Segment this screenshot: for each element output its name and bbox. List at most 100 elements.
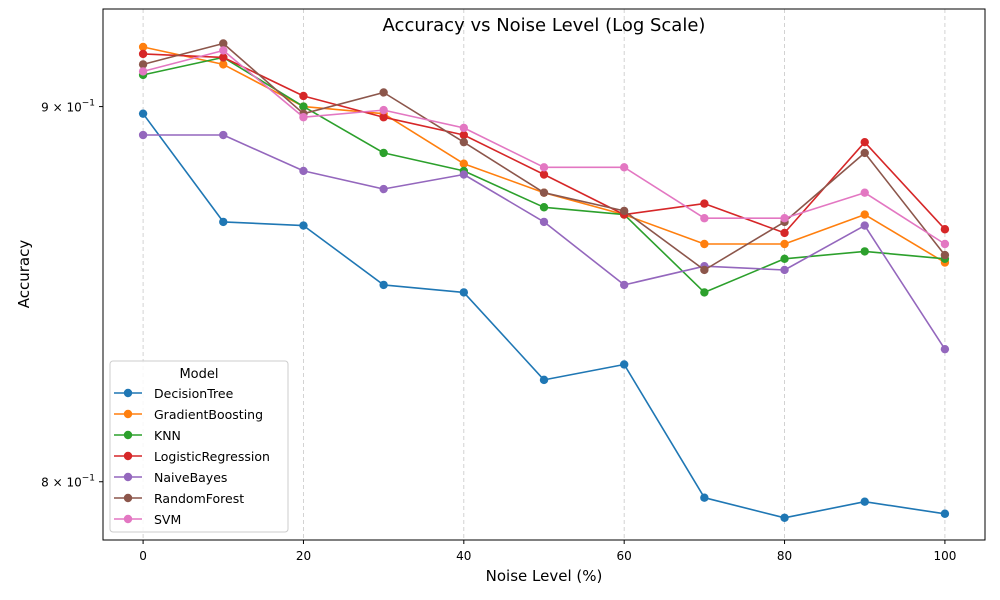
legend-label: LogisticRegression xyxy=(154,449,270,464)
data-point xyxy=(379,184,388,194)
y-axis-label: Accuracy xyxy=(15,240,33,309)
data-point xyxy=(940,344,950,354)
data-point xyxy=(138,49,148,59)
data-point xyxy=(299,221,308,230)
data-point xyxy=(700,214,709,223)
legend-label: DecisionTree xyxy=(154,386,234,401)
x-ticks: 0 20 40 60 80 100 xyxy=(139,540,956,563)
data-point xyxy=(940,239,950,249)
data-point xyxy=(459,137,469,147)
data-point xyxy=(138,42,148,52)
data-point xyxy=(299,113,308,122)
data-point xyxy=(860,148,869,158)
legend-label: SVM xyxy=(154,512,181,527)
data-point xyxy=(299,166,308,176)
data-point xyxy=(459,288,469,297)
data-point xyxy=(539,203,549,212)
data-point xyxy=(379,148,388,158)
data-point xyxy=(539,188,549,197)
data-point xyxy=(219,53,228,62)
y-tick-label: 8 × 10−1 xyxy=(41,474,95,490)
data-point xyxy=(219,39,228,48)
legend-label: RandomForest xyxy=(154,491,244,506)
legend-label: NaiveBayes xyxy=(154,470,227,485)
data-point xyxy=(700,493,709,502)
data-point xyxy=(700,239,709,249)
plot-frame xyxy=(102,8,986,541)
data-point xyxy=(379,280,388,290)
x-tick-label: 80 xyxy=(777,549,792,563)
data-point xyxy=(299,91,308,101)
data-point xyxy=(940,509,950,518)
data-point xyxy=(940,225,950,234)
series-decisiontree xyxy=(138,109,950,522)
legend-marker xyxy=(123,472,133,482)
x-tick-label: 0 xyxy=(139,549,147,563)
data-point xyxy=(138,67,148,76)
legend-marker xyxy=(123,388,133,398)
legend-entry: KNN xyxy=(114,428,181,443)
series-logisticregression xyxy=(138,49,950,238)
data-point xyxy=(619,206,629,216)
legend-entry: NaiveBayes xyxy=(114,470,227,485)
data-point xyxy=(860,210,869,219)
data-point xyxy=(219,217,228,227)
data-point xyxy=(780,513,789,522)
data-point xyxy=(219,46,228,55)
data-point xyxy=(780,254,789,264)
data-point xyxy=(379,113,388,122)
legend: Model DecisionTree GradientBoosting KNN Log… xyxy=(109,360,289,533)
legend-title: Model xyxy=(179,367,218,382)
legend-marker xyxy=(123,493,133,503)
x-tick-label: 40 xyxy=(456,549,471,563)
data-point xyxy=(299,102,308,111)
y-tick-label: 9 × 10−1 xyxy=(41,99,95,115)
data-point xyxy=(379,88,388,97)
data-point xyxy=(780,214,789,223)
chart-title: Accuracy vs Noise Level (Log Scale) xyxy=(383,15,706,36)
data-point xyxy=(860,497,869,506)
data-point xyxy=(700,265,709,275)
x-tick-label: 60 xyxy=(617,549,632,563)
data-point xyxy=(138,130,148,140)
data-point xyxy=(379,105,388,115)
legend-marker xyxy=(123,451,133,461)
series-lines xyxy=(138,39,950,522)
y-ticks: 9 × 10−1 8 × 10−1 xyxy=(41,99,103,490)
data-point xyxy=(539,375,549,385)
series-naivebayes xyxy=(138,130,950,354)
data-point xyxy=(619,360,629,369)
axes xyxy=(102,8,986,541)
x-axis-label: Noise Level (%) xyxy=(486,567,603,585)
legend-marker xyxy=(123,514,133,524)
legend-entry: SVM xyxy=(114,512,181,527)
legend-box xyxy=(109,360,289,533)
data-point xyxy=(459,170,469,179)
data-point xyxy=(780,239,789,249)
data-point xyxy=(539,163,549,172)
data-point xyxy=(860,247,869,256)
data-point xyxy=(619,163,629,172)
data-point xyxy=(459,123,469,133)
data-point xyxy=(700,288,709,297)
data-point xyxy=(860,188,869,197)
legend-entry: RandomForest xyxy=(114,491,244,506)
data-point xyxy=(780,265,789,275)
legend-marker xyxy=(123,409,133,419)
data-point xyxy=(780,228,789,238)
data-point xyxy=(860,137,869,147)
data-point xyxy=(138,109,148,118)
data-point xyxy=(219,60,228,69)
legend-entry: DecisionTree xyxy=(114,386,234,401)
legend-entry: LogisticRegression xyxy=(114,449,270,464)
data-point xyxy=(539,217,549,227)
x-tick-label: 100 xyxy=(933,549,956,563)
data-point xyxy=(459,130,469,140)
data-point xyxy=(940,250,950,260)
data-point xyxy=(459,159,469,168)
x-tick-label: 20 xyxy=(296,549,311,563)
legend-entry: GradientBoosting xyxy=(114,407,263,422)
data-point xyxy=(138,60,148,69)
data-point xyxy=(219,130,228,140)
